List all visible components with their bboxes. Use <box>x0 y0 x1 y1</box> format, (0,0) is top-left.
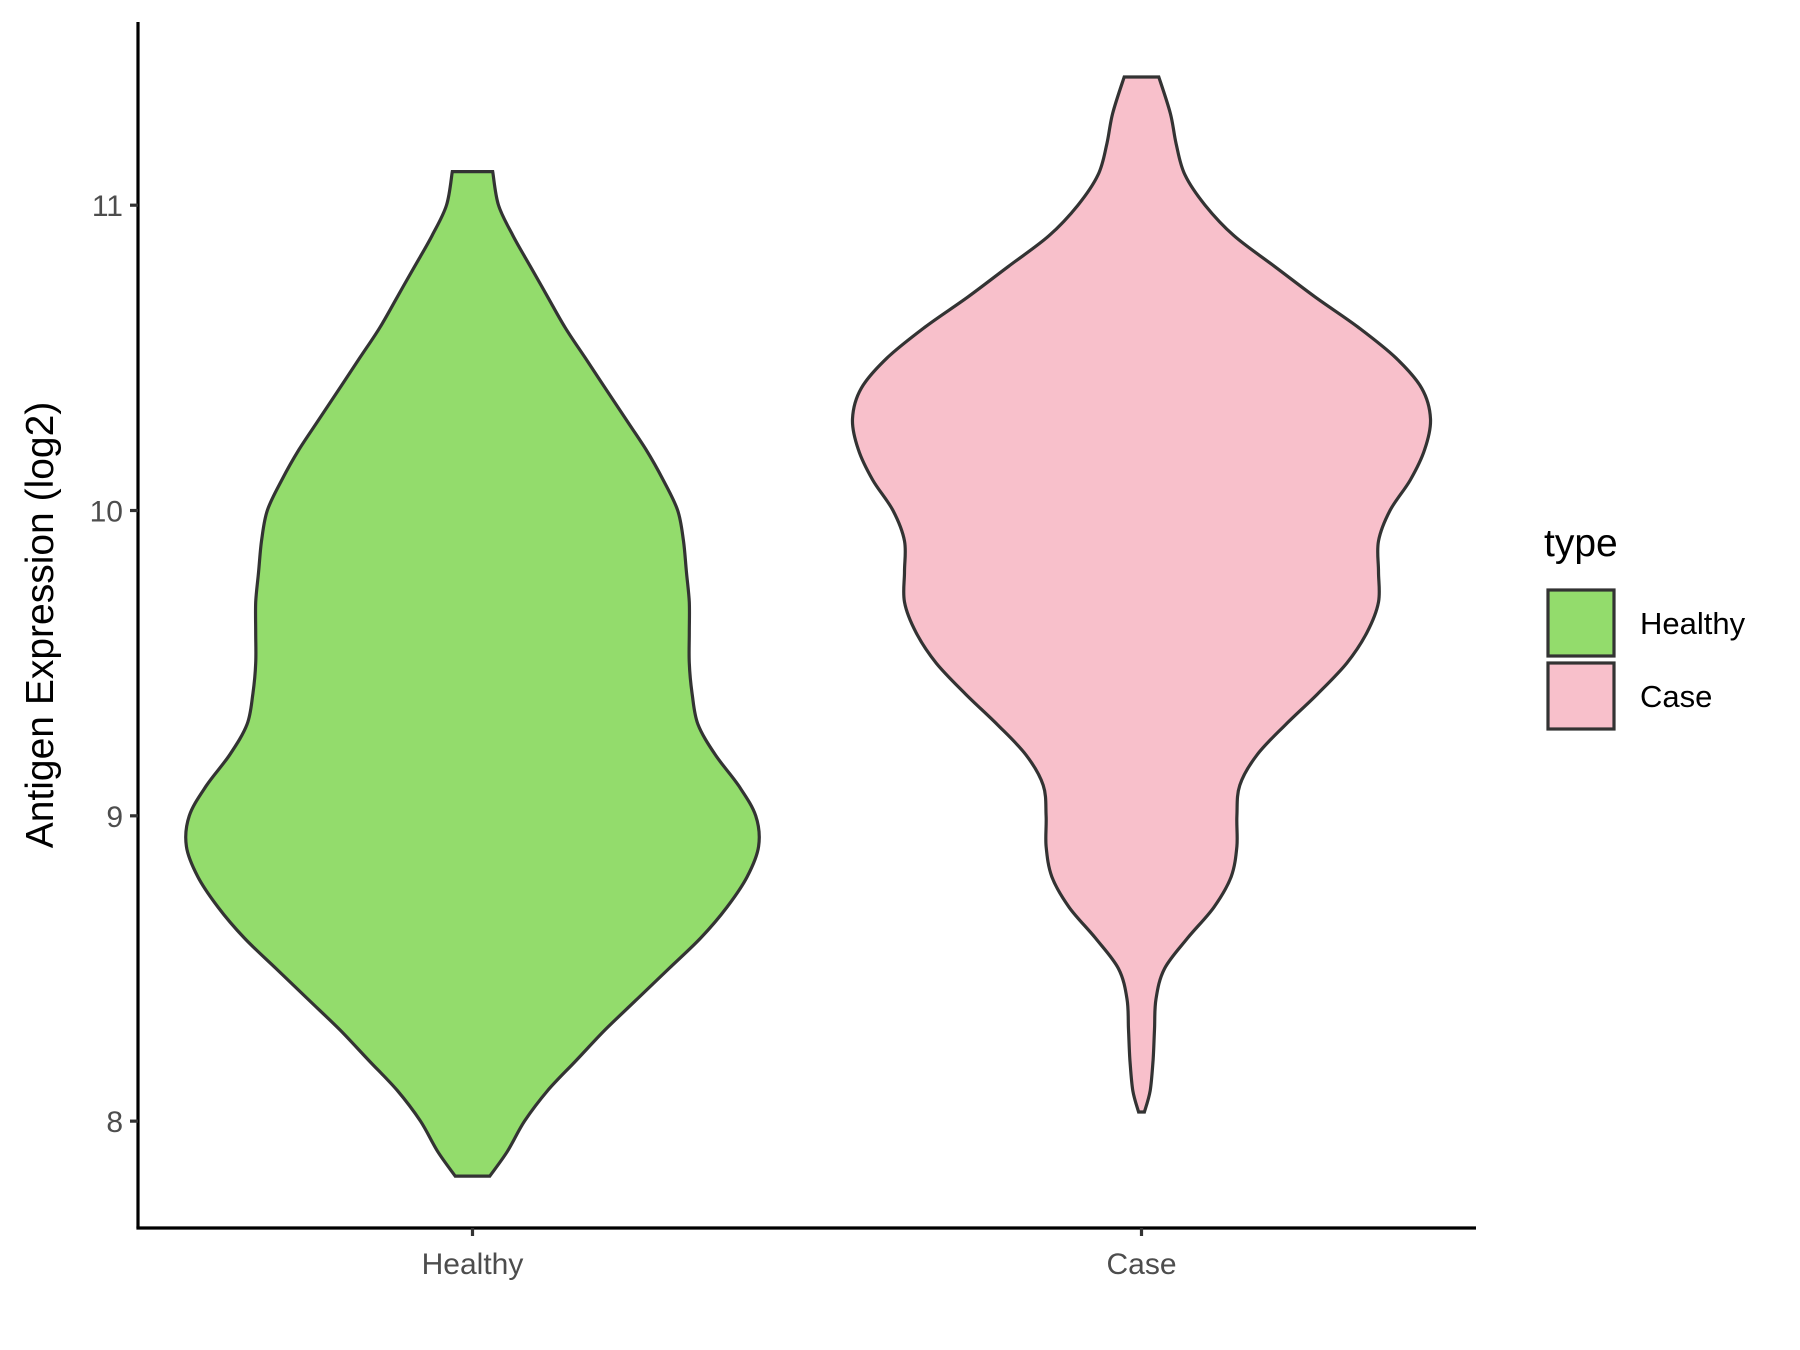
violin-healthy <box>184 170 761 1178</box>
x-tick-label: Case <box>1106 1248 1176 1281</box>
legend-key-healthy <box>1546 588 1616 658</box>
violin-case <box>850 75 1433 1114</box>
legend-title: type <box>1544 522 1618 565</box>
legend-label-healthy: Healthy <box>1640 606 1746 641</box>
violin-layer <box>184 75 1433 1178</box>
y-tick-label: 8 <box>106 1106 123 1139</box>
legend-entries: Healthy Case <box>1546 588 1746 731</box>
legend: type Healthy Case <box>1544 522 1746 731</box>
y-tick-label: 10 <box>90 496 123 529</box>
legend-label-case: Case <box>1640 679 1712 714</box>
x-tick-label: Healthy <box>422 1248 524 1281</box>
legend-key-case <box>1546 661 1616 731</box>
y-tick-label: 11 <box>92 190 123 223</box>
y-axis-title: Antigen Expression (log2) <box>19 402 62 849</box>
x-axis-ticks: Healthy Case <box>422 1228 1177 1281</box>
y-tick-label: 9 <box>106 801 123 834</box>
y-axis-ticks: 8 9 10 11 <box>90 190 138 1139</box>
